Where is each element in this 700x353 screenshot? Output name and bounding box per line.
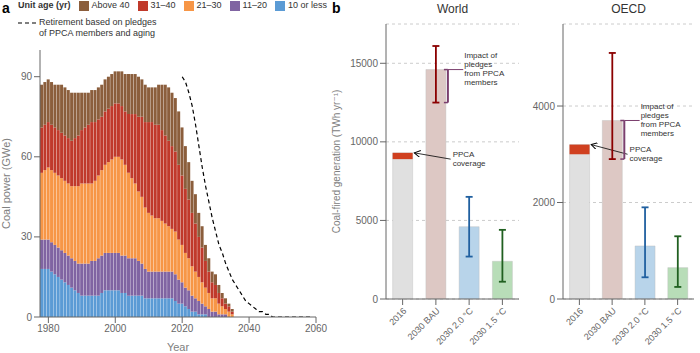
svg-text:0: 0 — [372, 294, 378, 305]
html-text:10 or less: 10 or less — [288, 0, 327, 10]
html-text:11–20: 11–20 — [242, 0, 267, 10]
svg-text:2020: 2020 — [171, 323, 194, 334]
svg-text:2030 2.0 °C: 2030 2.0 °C — [434, 305, 476, 347]
svg-text:1980: 1980 — [37, 323, 60, 334]
svg-text:Year: Year — [167, 341, 190, 353]
html-text:OECD: OECD — [611, 2, 646, 16]
svg-text:2016: 2016 — [387, 306, 408, 327]
html-text:Unit age (yr): Unit age (yr) — [18, 0, 71, 10]
html-text:a: a — [2, 0, 10, 16]
html-text:21–30: 21–30 — [196, 0, 222, 10]
svg-text:PPCAcoverage: PPCAcoverage — [630, 145, 663, 163]
svg-text:30: 30 — [21, 231, 33, 242]
svg-text:2030 1.5 °C: 2030 1.5 °C — [468, 306, 509, 347]
html-text:31–40: 31–40 — [150, 0, 176, 10]
svg-text:Impact ofpledgesfrom PPCAmembe: Impact ofpledgesfrom PPCAmembers — [641, 102, 682, 138]
svg-text:0: 0 — [549, 294, 555, 305]
svg-text:2000: 2000 — [533, 197, 556, 208]
svg-text:60: 60 — [21, 151, 33, 162]
svg-text:2030 2.0 °C: 2030 2.0 °C — [610, 305, 651, 347]
svg-text:2016: 2016 — [564, 306, 585, 327]
svg-text:4000: 4000 — [533, 101, 556, 112]
html-text:b: b — [332, 0, 341, 16]
svg-text:90: 90 — [21, 71, 33, 82]
html-text:Above 40: Above 40 — [91, 0, 130, 10]
svg-text:5000: 5000 — [356, 215, 379, 226]
svg-text:2060: 2060 — [305, 323, 328, 334]
svg-text:2000: 2000 — [104, 323, 127, 334]
svg-text:Impact ofpledgesfrom PPCAmembe: Impact ofpledgesfrom PPCAmembers — [464, 51, 505, 87]
svg-text:2030 BAU: 2030 BAU — [582, 305, 619, 342]
html-text:Retirement based on pledges of: Retirement based on pledges of PPCA memb… — [39, 16, 157, 38]
svg-text:10000: 10000 — [350, 136, 378, 147]
svg-text:15000: 15000 — [350, 58, 378, 69]
svg-text:Coal power (GWe): Coal power (GWe) — [8, 138, 12, 229]
svg-text:2040: 2040 — [238, 323, 261, 334]
html-text:World: World — [436, 2, 469, 16]
svg-text:2030 BAU: 2030 BAU — [405, 305, 442, 342]
svg-text:2030 1.5 °C: 2030 1.5 °C — [643, 306, 684, 347]
svg-text:0: 0 — [26, 312, 32, 323]
svg-text:PPCAcoverage: PPCAcoverage — [453, 150, 486, 168]
svg-text:Coal-fired generation (TWh yr⁻: Coal-fired generation (TWh yr⁻¹) — [331, 90, 342, 234]
